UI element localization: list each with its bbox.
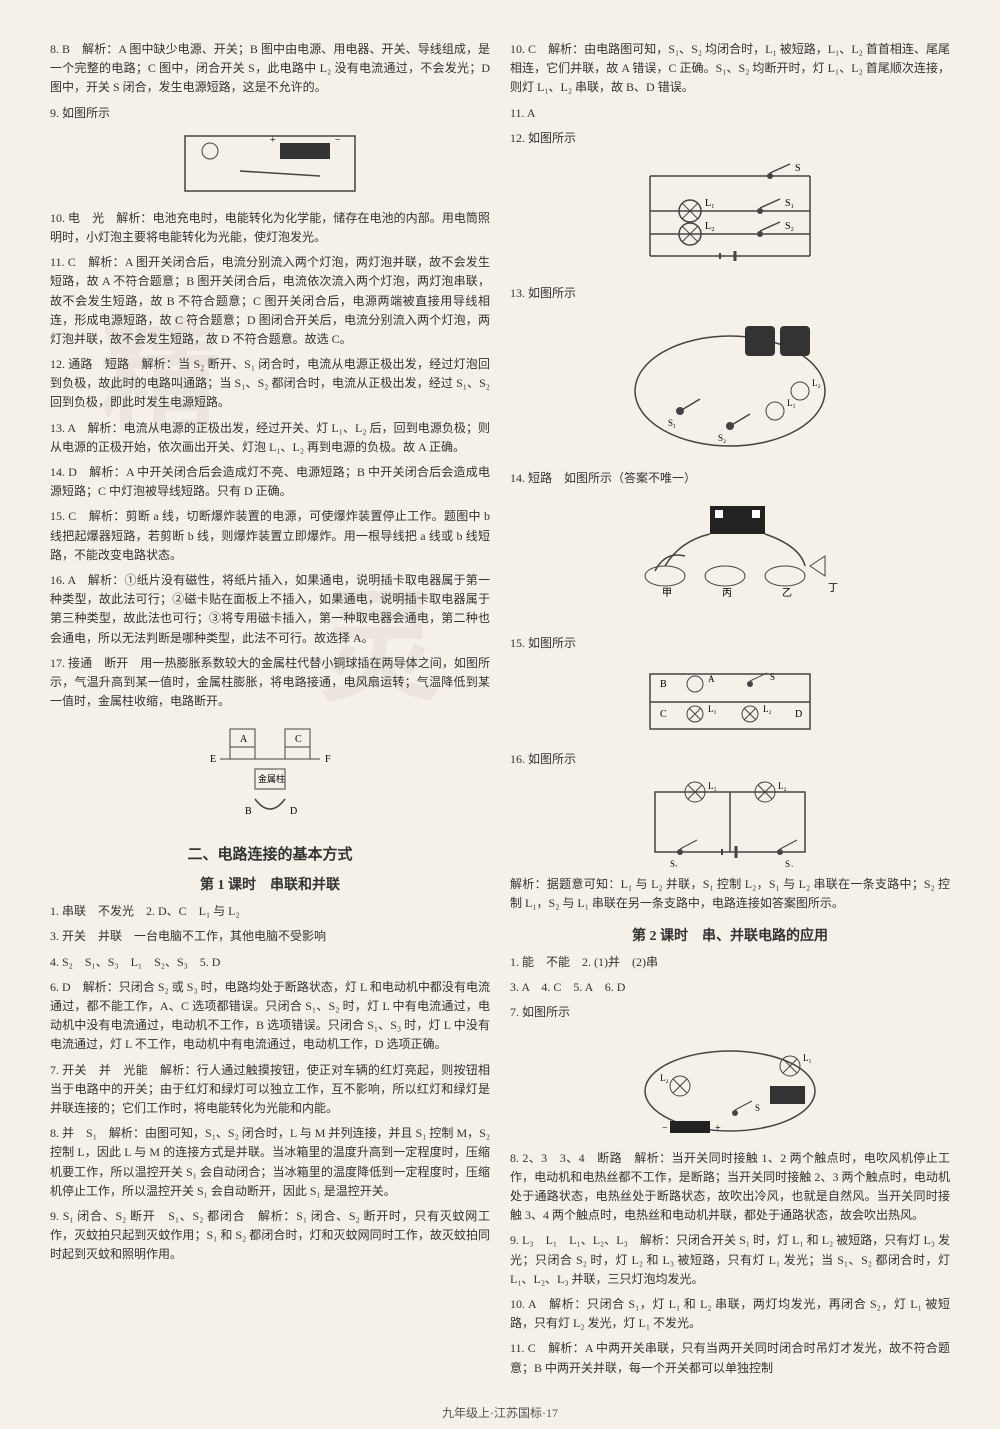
svg-text:D: D <box>290 806 297 817</box>
svg-text:金属柱: 金属柱 <box>258 773 285 784</box>
svg-text:A: A <box>708 674 715 684</box>
svg-text:S₁: S₁ <box>785 198 794 209</box>
svg-text:S₁: S₁ <box>670 859 678 867</box>
svg-text:S: S <box>770 672 775 682</box>
circuit-figure-17: A C E F 金属柱 B D <box>50 719 490 829</box>
answer-item: 16. 如图所示 <box>510 750 950 769</box>
answer-item: 7. 开关 并 光能 解析：行人通过触摸按钮，使正对车辆的红灯亮起，则按钮相当于… <box>50 1061 490 1119</box>
answer-item: 15. C 解析：剪断 a 线，切断爆炸装置的电源，可使爆炸装置停止工作。题图中… <box>50 507 490 565</box>
lesson-title: 第 2 课时 串、并联电路的应用 <box>510 925 950 945</box>
svg-text:甲: 甲 <box>662 588 672 599</box>
svg-text:+: + <box>715 1123 721 1134</box>
svg-text:乙: 乙 <box>782 587 792 599</box>
answer-item: 3. A 4. C 5. A 6. D <box>510 978 950 997</box>
answer-item: 8. B 解析：A 图中缺少电源、开关；B 图中由电源、用电器、开关、导线组成，… <box>50 40 490 98</box>
left-column: 8. B 解析：A 图中缺少电源、开关；B 图中由电源、用电器、开关、导线组成，… <box>50 40 490 1384</box>
answer-item: 1. 串联 不发光 2. D、C L₁ 与 L₂ <box>50 902 490 921</box>
answer-item: 9. 如图所示 <box>50 104 490 123</box>
svg-text:丙: 丙 <box>722 588 732 599</box>
svg-text:−: − <box>335 135 341 146</box>
svg-text:A: A <box>240 734 248 745</box>
svg-text:F: F <box>325 754 331 765</box>
answer-item: 14. D 解析：A 中开关闭合后会造成灯不亮、电源短路；B 中开关闭合后会造成… <box>50 463 490 501</box>
answer-item: 6. D 解析：只闭合 S₂ 或 S₃ 时，电路均处于断路状态，灯 L 和电动机… <box>50 978 490 1055</box>
answer-item: 12. 如图所示 <box>510 129 950 148</box>
page-content: 8. B 解析：A 图中缺少电源、开关；B 图中由电源、用电器、开关、导线组成，… <box>50 40 950 1421</box>
answer-item: 8. 2、3 3、4 断路 解析：当开关同时接触 1、2 两个触点时，电吹风机停… <box>510 1149 950 1226</box>
answer-item: 12. 通路 短路 解析：当 S₂ 断开、S₁ 闭合时，电流从电源正极出发，经过… <box>50 355 490 413</box>
answer-item: 10. C 解析：由电路图可知，S₁、S₂ 均闭合时，L₁ 被短路，L₁、L₂ … <box>510 40 950 98</box>
answer-item: 9. S₁ 闭合、S₂ 断开 S₁、S₂ 都闭合 解析：S₁ 闭合、S₂ 断开时… <box>50 1207 490 1265</box>
answer-item: 11. C 解析：A 中两开关串联，只有当两开关同时闭合时吊灯才发光，故不符合题… <box>510 1339 950 1377</box>
answer-item: 1. 能 不能 2. (1)并 (2)串 <box>510 953 950 972</box>
circuit-figure-14: 甲 丙 乙 丁 <box>510 496 950 626</box>
answer-item: 16. A 解析：①纸片没有磁性，将纸片插入，如果通电，说明插卡取电器属于第一种… <box>50 571 490 648</box>
svg-text:S₂: S₂ <box>785 221 794 232</box>
svg-text:C: C <box>295 734 302 745</box>
svg-text:S: S <box>755 1103 760 1113</box>
svg-text:C: C <box>660 709 667 720</box>
answer-item: 15. 如图所示 <box>510 634 950 653</box>
answer-item: 11. C 解析：A 图开关闭合后，电流分别流入两个灯泡，两灯泡并联，故不会发生… <box>50 253 490 349</box>
svg-text:S₁: S₁ <box>668 418 676 428</box>
svg-text:L₁: L₁ <box>803 1053 812 1063</box>
svg-text:L₂: L₂ <box>763 704 772 714</box>
svg-text:−: − <box>662 1123 668 1134</box>
circuit-figure-7: L₁ L₂ S − + <box>510 1031 950 1141</box>
answer-item: 13. 如图所示 <box>510 284 950 303</box>
svg-text:D: D <box>795 709 802 720</box>
circuit-figure-9: + − <box>50 131 490 201</box>
svg-text:B: B <box>245 806 252 817</box>
answer-item: 9. L₃ L₁ L₁、L₂、L₃ 解析：只闭合开关 S₁ 时，灯 L₁ 和 L… <box>510 1231 950 1289</box>
answer-item: 14. 短路 如图所示（答案不唯一） <box>510 469 950 488</box>
lesson-title: 第 1 课时 串联和并联 <box>50 874 490 894</box>
svg-text:S₂: S₂ <box>718 433 726 443</box>
circuit-figure-13: S₁ S₂ L₁ L₂ <box>510 311 950 461</box>
answer-item: 17. 接通 断开 用一热膨胀系数较大的金属柱代替小铜球插在两导体之间，如图所示… <box>50 654 490 712</box>
answer-item: 13. A 解析：电流从电源的正极出发，经过开关、灯 L₁、L₂ 后，回到电源负… <box>50 419 490 457</box>
svg-text:B: B <box>660 679 667 690</box>
svg-text:L₁: L₁ <box>708 781 717 791</box>
two-column-layout: 8. B 解析：A 图中缺少电源、开关；B 图中由电源、用电器、开关、导线组成，… <box>50 40 950 1384</box>
svg-text:L₂: L₂ <box>812 378 821 388</box>
svg-text:L₁: L₁ <box>705 198 715 209</box>
svg-text:S₂: S₂ <box>785 859 793 867</box>
answer-item: 8. 并 S₁ 解析：由图可知，S₁、S₂ 闭合时，L 与 M 并列连接，并且 … <box>50 1124 490 1201</box>
answer-item: 4. S₂ S₁、S₃ L₁ S₂、S₃ 5. D <box>50 953 490 972</box>
answer-explanation: 解析：据题意可知：L₁ 与 L₂ 并联，S₁ 控制 L₂，S₁ 与 L₂ 串联在… <box>510 875 950 913</box>
svg-text:E: E <box>210 754 216 765</box>
svg-text:L₁: L₁ <box>708 704 717 714</box>
circuit-figure-12: S L₁ S₁ L₂ S₂ <box>510 156 950 276</box>
svg-text:+: + <box>270 135 276 146</box>
section-title: 二、电路连接的基本方式 <box>50 843 490 864</box>
svg-text:L₂: L₂ <box>705 221 715 232</box>
circuit-figure-15: B A S C L₁ L₂ D <box>510 662 950 742</box>
answer-item: 3. 开关 并联 一台电脑不工作，其他电脑不受影响 <box>50 927 490 946</box>
svg-text:S: S <box>795 163 801 174</box>
svg-text:L₂: L₂ <box>778 781 787 791</box>
answer-item: 10. A 解析：只闭合 S₁，灯 L₁ 和 L₂ 串联，两灯均发光，再闭合 S… <box>510 1295 950 1333</box>
right-column: 10. C 解析：由电路图可知，S₁、S₂ 均闭合时，L₁ 被短路，L₁、L₂ … <box>510 40 950 1384</box>
answer-item: 11. A <box>510 104 950 123</box>
answer-item: 7. 如图所示 <box>510 1003 950 1022</box>
answer-item: 10. 电 光 解析：电池充电时，电能转化为化学能，储存在电池的内部。用电筒照明… <box>50 209 490 247</box>
svg-text:L₂: L₂ <box>660 1073 669 1083</box>
svg-text:丁: 丁 <box>828 583 838 594</box>
svg-text:L₁: L₁ <box>787 398 796 408</box>
page-footer: 九年级上·江苏国标·17 <box>50 1404 950 1421</box>
circuit-figure-16: L₁ L₂ S₁ S₂ <box>510 777 950 867</box>
